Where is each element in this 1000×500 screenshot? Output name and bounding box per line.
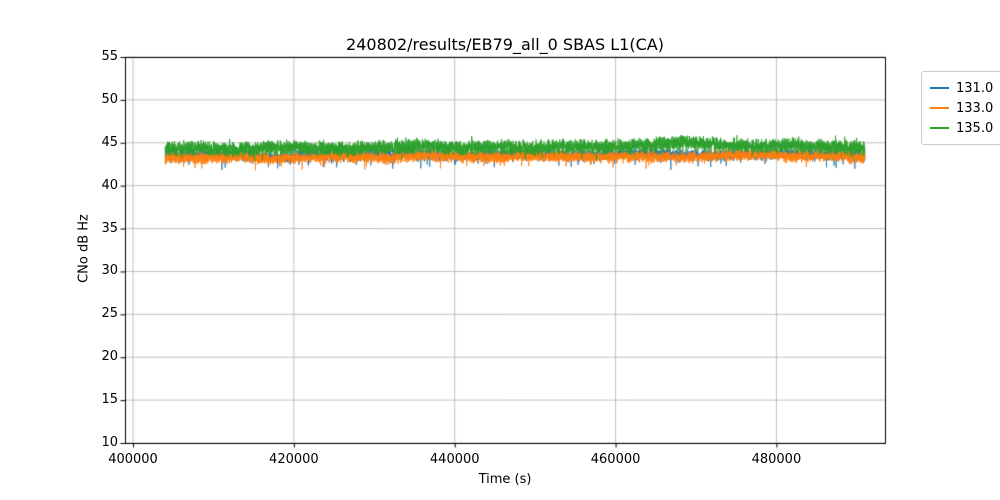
y-tick-label: 40 <box>101 177 118 193</box>
y-tick-label: 20 <box>101 349 118 365</box>
x-tick-label: 400000 <box>108 452 158 467</box>
legend-line-swatch <box>930 107 949 109</box>
x-tick-label: 440000 <box>429 452 480 467</box>
legend-line-swatch <box>930 127 949 129</box>
legend-label: 135.0 <box>956 120 994 136</box>
y-tick-label: 10 <box>101 435 118 450</box>
legend-item-131-0: 131.0 <box>930 78 1000 98</box>
y-tick-label: 55 <box>101 49 118 64</box>
legend-label: 131.0 <box>956 80 994 96</box>
x-tick-label: 480000 <box>751 452 802 467</box>
y-tick-label: 50 <box>101 91 118 107</box>
y-tick-label: 25 <box>101 306 118 322</box>
legend-item-135-0: 135.0 <box>930 118 1000 138</box>
y-tick-label: 35 <box>101 220 118 236</box>
x-tick-label: 460000 <box>590 452 641 467</box>
legend-label: 133.0 <box>956 100 994 116</box>
y-tick-label: 30 <box>101 263 118 279</box>
y-tick-label: 15 <box>101 392 118 408</box>
x-axis-label: Time (s) <box>478 472 532 487</box>
y-tick-label: 45 <box>101 134 118 150</box>
chart-title: 240802/results/EB79_all_0 SBAS L1(CA) <box>346 35 664 54</box>
legend-item-133-0: 133.0 <box>930 98 1000 118</box>
legend: 131.0 133.0 135.0 <box>921 71 1000 145</box>
legend-line-swatch <box>930 87 949 89</box>
x-tick-label: 420000 <box>269 452 319 467</box>
